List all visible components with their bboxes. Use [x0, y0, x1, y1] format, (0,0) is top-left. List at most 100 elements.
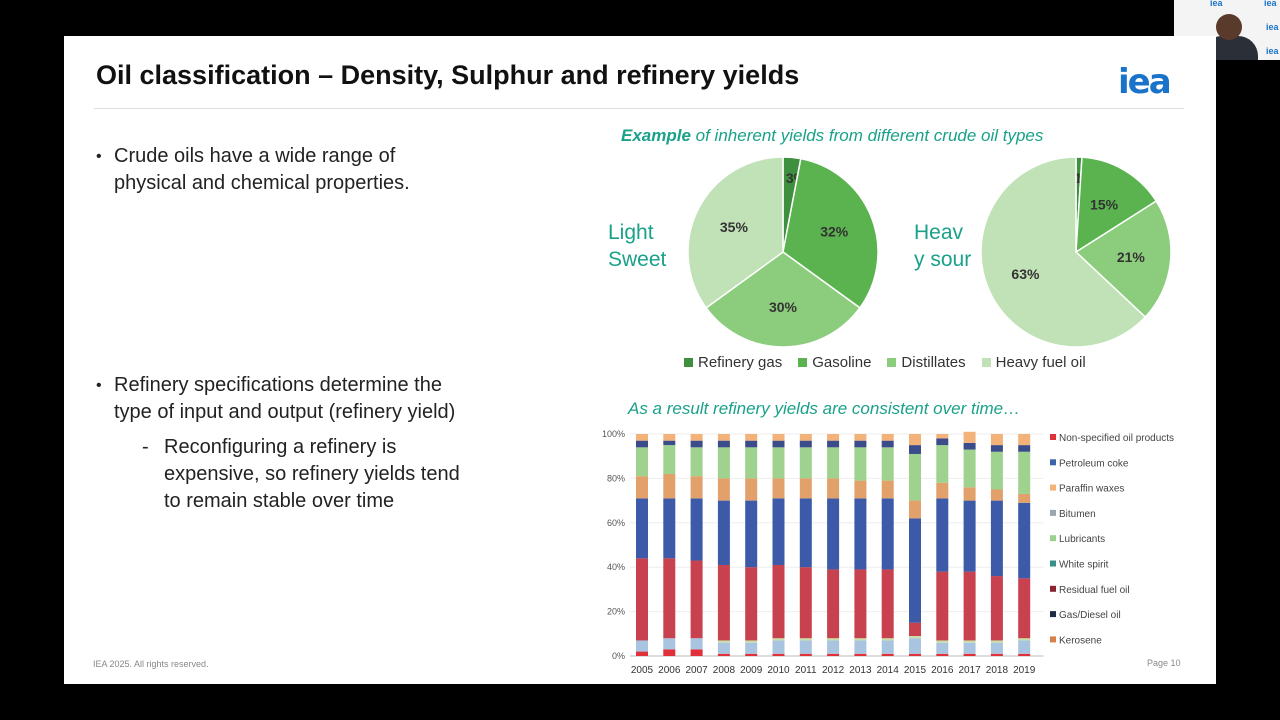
bar-segment — [854, 638, 867, 641]
bar-segment — [799, 434, 812, 441]
pie-chart-title: Example of inherent yields from differen… — [621, 126, 1043, 146]
bar-segment — [963, 431, 976, 443]
bar-segment — [1018, 445, 1031, 452]
bar-segment — [963, 442, 976, 450]
legend-label: Refinery gas — [698, 354, 783, 371]
bar-legend-label: Paraffin waxes — [1059, 484, 1124, 495]
bar-segment — [745, 500, 758, 568]
x-tick-label: 2011 — [795, 665, 817, 676]
bullet-2-line1: Refinery specifications determine the — [114, 374, 442, 396]
bar-segment — [663, 649, 676, 656]
bar-segment — [909, 636, 921, 639]
bar-segment — [745, 567, 758, 641]
bar-segment — [745, 440, 758, 448]
bar-segment — [772, 653, 785, 656]
footer-page-number: Page 10 — [1147, 658, 1181, 668]
sub-bullet-line1: Reconfiguring a refinery is — [164, 436, 397, 458]
webcam-logo: iea — [1266, 22, 1279, 32]
bar-segment — [663, 558, 676, 639]
legend-swatch — [887, 358, 897, 367]
pie-left-label: Light Sweet — [608, 219, 666, 273]
pie-legend-item: Distillates — [887, 354, 966, 371]
x-tick-label: 2012 — [822, 665, 845, 676]
bar-segment — [936, 482, 949, 499]
bar-segment — [854, 640, 867, 654]
bar-segment — [717, 642, 730, 654]
x-tick-label: 2010 — [767, 665, 790, 676]
bar-segment — [717, 478, 730, 501]
bar-segment — [881, 447, 894, 481]
pie-right-label-line1: Heav — [914, 221, 964, 244]
bar-legend-label: Residual fuel oil — [1059, 585, 1130, 596]
bar-legend-swatch — [1050, 509, 1056, 516]
bar-segment — [936, 445, 949, 483]
bar-segment — [909, 622, 921, 637]
bar-segment — [827, 653, 840, 656]
bar-segment — [827, 638, 840, 641]
bar-segment — [827, 478, 840, 499]
bar-segment — [690, 498, 703, 561]
pie-slice-heavy-fuel-oil — [687, 156, 784, 309]
bullet-1-line1: Crude oils have a wide range of — [114, 145, 396, 167]
bullet-2: • Refinery specifications determine the … — [96, 372, 456, 426]
x-tick-label: 2015 — [904, 665, 927, 676]
bar-legend-label: White spirit — [1059, 560, 1109, 571]
y-tick-label: 40% — [607, 562, 625, 572]
x-tick-label: 2019 — [1013, 665, 1036, 676]
pie-data-label: 15% — [1090, 197, 1119, 213]
bar-segment — [963, 487, 976, 501]
bar-segment — [799, 478, 812, 499]
bar-segment — [881, 498, 894, 570]
bar-segment — [881, 569, 894, 639]
x-tick-label: 2013 — [849, 665, 872, 676]
bar-segment — [990, 500, 1003, 577]
y-tick-label: 60% — [607, 518, 625, 528]
bar-segment — [936, 642, 949, 654]
bullet-dot: • — [96, 377, 102, 394]
bar-segment — [909, 445, 921, 454]
bar-segment — [854, 434, 867, 441]
bar-segment — [963, 653, 976, 656]
bullet-2-line2: type of input and output (refinery yield… — [114, 401, 456, 423]
x-tick-label: 2014 — [877, 665, 900, 676]
bar-segment — [963, 571, 976, 641]
bar-legend-swatch — [1050, 636, 1056, 643]
bar-segment — [690, 476, 703, 499]
bar-segment — [827, 447, 840, 479]
bar-segment — [745, 640, 758, 643]
bar-segment — [717, 564, 730, 641]
bar-segment — [772, 498, 785, 565]
bar-segment — [636, 640, 648, 652]
bar-segment — [745, 478, 758, 501]
bar-segment — [881, 638, 894, 641]
pie-slice-gasoline — [782, 157, 879, 309]
bar-segment — [717, 447, 730, 479]
x-tick-label: 2016 — [931, 665, 954, 676]
bar-segment — [854, 569, 867, 639]
bar-legend-label: Petroleum coke — [1059, 458, 1129, 469]
bar-segment — [636, 434, 648, 441]
bar-segment — [909, 653, 921, 656]
webcam-logo: iea — [1264, 0, 1277, 8]
bar-segment — [881, 653, 894, 656]
bar-segment — [636, 440, 648, 448]
webcam-logo: iea — [1210, 0, 1223, 8]
bar-segment — [690, 560, 703, 639]
y-tick-label: 100% — [602, 429, 625, 439]
bar-legend-swatch — [1050, 611, 1056, 618]
y-tick-label: 20% — [607, 607, 625, 617]
bar-segment — [854, 480, 867, 499]
bar-segment — [799, 440, 812, 448]
bar-segment — [636, 651, 648, 656]
bar-segment — [690, 638, 703, 650]
legend-swatch — [798, 358, 808, 367]
pie-data-label: 35% — [720, 219, 749, 235]
bar-segment — [963, 640, 976, 643]
bar-segment — [936, 434, 949, 439]
bar-segment — [827, 498, 840, 570]
bar-segment — [799, 640, 812, 654]
bar-segment — [1018, 493, 1031, 503]
bullet-1: • Crude oils have a wide range of physic… — [96, 143, 410, 197]
bar-segment — [990, 434, 1003, 446]
bar-segment — [854, 447, 867, 481]
